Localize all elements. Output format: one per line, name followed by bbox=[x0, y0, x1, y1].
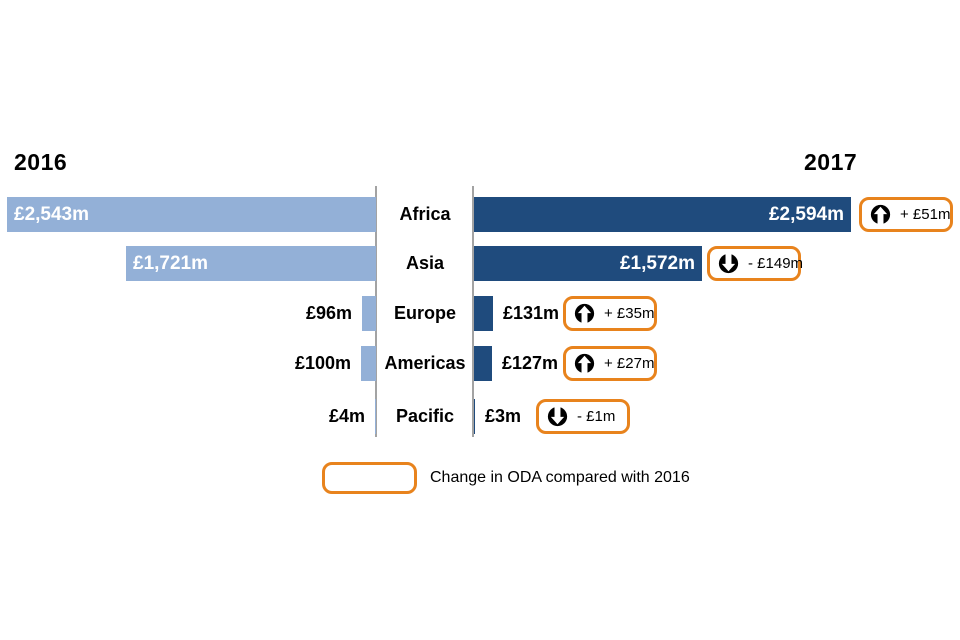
value-2016-label: £4m bbox=[328, 406, 365, 426]
change-badge: + £51m bbox=[859, 197, 953, 232]
chart-row-asia: £1,721m Asia £1,572m - £149m bbox=[0, 246, 960, 281]
chart-row-europe: £96m Europe £131m + £35m bbox=[0, 296, 960, 331]
bar-2017 bbox=[474, 346, 492, 381]
chart-row-americas: £100m Americas £127m + £27m bbox=[0, 346, 960, 381]
bar-2017 bbox=[474, 399, 475, 434]
value-2016-label: £100m bbox=[294, 353, 351, 373]
center-divider-left bbox=[375, 186, 377, 437]
up-arrow-icon bbox=[574, 353, 595, 374]
chart-row-pacific: £4m Pacific £3m - £1m bbox=[0, 399, 960, 434]
bar-2016 bbox=[126, 246, 376, 281]
legend-label: Change in ODA compared with 2016 bbox=[430, 469, 690, 486]
year-2016-heading: 2016 bbox=[14, 149, 68, 175]
region-label: Europe bbox=[393, 303, 456, 323]
value-2016-label: £96m bbox=[305, 303, 352, 323]
region-label: Pacific bbox=[395, 406, 455, 426]
bar-2017 bbox=[474, 197, 851, 232]
value-2017-label: £127m bbox=[502, 353, 559, 373]
chart-row-africa: £2,543m Africa £2,594m + £51m bbox=[0, 197, 960, 232]
value-2017-label: £2,594m bbox=[768, 204, 844, 225]
value-2017-label: £1,572m bbox=[619, 253, 695, 274]
change-value: + £27m bbox=[604, 355, 655, 372]
change-value: + £35m bbox=[604, 305, 655, 322]
change-badge: + £27m bbox=[563, 346, 657, 381]
value-2017-label: £131m bbox=[503, 303, 560, 323]
change-value: - £1m bbox=[577, 408, 616, 425]
down-arrow-icon bbox=[718, 253, 739, 274]
bar-2016 bbox=[7, 197, 376, 232]
change-badge: - £149m bbox=[707, 246, 804, 281]
change-value: + £51m bbox=[900, 206, 951, 223]
region-label: Asia bbox=[405, 253, 445, 273]
change-badge: + £35m bbox=[563, 296, 657, 331]
region-label: Americas bbox=[384, 353, 466, 373]
region-label: Africa bbox=[399, 204, 451, 224]
year-2017-heading: 2017 bbox=[804, 149, 858, 175]
center-divider-right bbox=[472, 186, 474, 437]
bar-2017 bbox=[474, 296, 493, 331]
value-2016-label: £1,721m bbox=[133, 253, 209, 274]
up-arrow-icon bbox=[574, 303, 595, 324]
change-value: - £149m bbox=[748, 255, 804, 272]
bar-2016 bbox=[361, 346, 376, 381]
legend-swatch bbox=[322, 462, 417, 494]
bar-2017 bbox=[474, 246, 702, 281]
up-arrow-icon bbox=[870, 204, 891, 225]
bar-2016 bbox=[375, 399, 376, 434]
value-2017-label: £3m bbox=[485, 406, 522, 426]
bar-2016 bbox=[362, 296, 376, 331]
change-badge: - £1m bbox=[536, 399, 630, 434]
value-2016-label: £2,543m bbox=[14, 204, 90, 225]
down-arrow-icon bbox=[547, 406, 568, 427]
